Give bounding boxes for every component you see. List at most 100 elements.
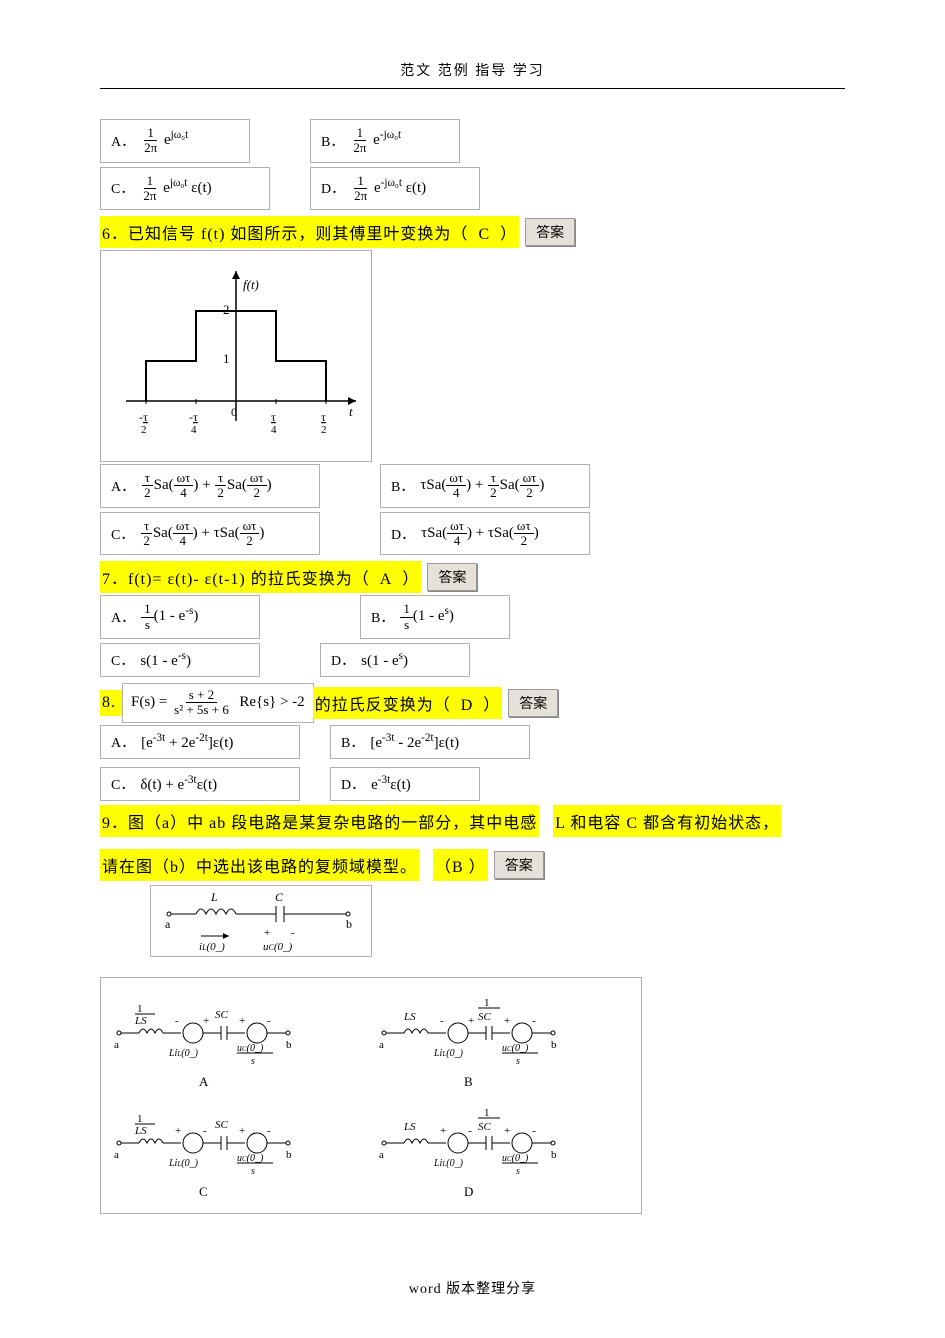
q8-opt-a-label: A． — [111, 732, 135, 752]
svg-text:LS: LS — [403, 1011, 416, 1023]
svg-text:iL(0_): iL(0_) — [199, 941, 225, 953]
svg-text:uC(0_): uC(0_) — [502, 1153, 529, 1164]
q5-opt-b-math: 12π e-jω₀t — [350, 126, 401, 156]
q6-opt-c-label: C． — [111, 524, 134, 544]
svg-text:-: - — [175, 1015, 179, 1027]
q6-text: 6．已知信号 f(t) 如图所示，则其傅里叶变换为（ C ） — [100, 216, 519, 248]
svg-text:uC(0_): uC(0_) — [237, 1153, 264, 1164]
q6-opt-b-label: B． — [391, 476, 414, 496]
svg-text:1: 1 — [137, 1113, 143, 1125]
q7-opt-c-math: s(1 - e-s) — [140, 650, 191, 670]
svg-text:LS: LS — [134, 1125, 147, 1137]
q6-opt-b-math: τSa(ωτ4) + τ2Sa(ωτ2) — [420, 471, 544, 501]
svg-text:LS: LS — [134, 1015, 147, 1027]
svg-text:b: b — [286, 1149, 292, 1161]
q6-options-row2: C． τ2Sa(ωτ4) + τSa(ωτ2) D． τSa(ωτ4) + τS… — [100, 512, 845, 556]
svg-text:t: t — [349, 404, 353, 419]
svg-text:+: + — [440, 1125, 446, 1137]
q9-circuit-a-svg: a b L C iL(0_) + - uC(0_) — [151, 886, 371, 956]
q8-opt-c-math: δ(t) + e-3tε(t) — [140, 774, 217, 794]
svg-text:0: 0 — [231, 405, 237, 419]
q6-options-row1: A． τ2Sa(ωτ4) + τ2Sa(ωτ2) B． τSa(ωτ4) + τ… — [100, 464, 845, 508]
q6-question: 6．已知信号 f(t) 如图所示，则其傅里叶变换为（ C ） 答案 — [100, 216, 845, 248]
svg-text:+: + — [264, 927, 270, 939]
q6-opt-a-math: τ2Sa(ωτ4) + τ2Sa(ωτ2) — [141, 471, 272, 501]
q6-graph-svg: 2 1 f(t) -τ 2 -τ 4 0 τ 4 τ 2 t — [101, 251, 371, 461]
q8-text-a: 的拉氏反变换为（ — [315, 697, 451, 714]
svg-text:a: a — [114, 1149, 119, 1161]
svg-text:s: s — [516, 1056, 520, 1067]
q9-answer-button[interactable]: 答案 — [494, 851, 544, 879]
svg-text:τ: τ — [321, 410, 326, 424]
svg-text:-: - — [291, 927, 295, 939]
q8-answer: D — [461, 697, 474, 714]
q7-opt-a: A． 1s(1 - e-s) — [100, 595, 260, 639]
q8-text-b: ） — [483, 697, 500, 714]
q9-line2-b: （B ） — [435, 859, 486, 876]
q9-line2b: （B ） — [433, 849, 488, 881]
svg-text:2: 2 — [223, 302, 230, 317]
svg-text:L: L — [210, 890, 218, 904]
svg-text:1: 1 — [137, 1003, 143, 1015]
q8-opt-c: C． δ(t) + e-3tε(t) — [100, 767, 300, 801]
q5-opt-a-label: A． — [111, 131, 135, 151]
svg-text:a: a — [379, 1149, 384, 1161]
svg-text:4: 4 — [191, 424, 197, 436]
q5-options-row2: C． 12π ejω₀t ε(t) D． 12π e-jω₀t ε(t) — [100, 167, 845, 211]
svg-text:LiL(0_): LiL(0_) — [433, 1158, 464, 1169]
svg-text:-: - — [267, 1015, 271, 1027]
svg-text:s: s — [516, 1166, 520, 1177]
q6-answer: C — [478, 226, 490, 243]
q8-opt-c-label: C． — [111, 774, 134, 794]
svg-text:-: - — [267, 1125, 271, 1137]
q6-opt-c-math: τ2Sa(ωτ4) + τSa(ωτ2) — [140, 519, 264, 549]
svg-text:SC: SC — [478, 1121, 492, 1133]
svg-text:1: 1 — [484, 997, 490, 1009]
q7-options-row2: C． s(1 - e-s) D． s(1 - es) — [100, 643, 845, 677]
header-rule — [100, 88, 845, 89]
q7-opt-b-label: B． — [371, 607, 394, 627]
page: 范文 范例 指导 学习 A． 12π ejω₀t B． 12π e-jω₀t C… — [0, 0, 945, 1338]
q9-line2: 请在图（b）中选出该电路的复频域模型。 — [100, 849, 419, 881]
page-footer: word 版本整理分享 — [0, 1278, 945, 1298]
q9-line1b: L 和电容 C 都含有初始状态， — [553, 805, 781, 837]
q5-opt-a-math: 12π ejω₀t — [141, 126, 188, 156]
q7-opt-d: D． s(1 - es) — [320, 643, 470, 677]
q9-circuit-options-svg: a b 1 LS -+ SC +- LiL(0_) uC(0_) s A — [101, 978, 641, 1208]
q9-line2-a: 请在图（b）中选出该电路的复频域模型。 — [102, 859, 417, 876]
svg-text:-: - — [203, 1125, 207, 1137]
q7-answer-button[interactable]: 答案 — [427, 563, 477, 591]
q8-text: 的拉氏反变换为（ D ） — [313, 687, 503, 719]
q5-opt-d-label: D． — [321, 178, 345, 198]
q5-opt-a: A． 12π ejω₀t — [100, 119, 250, 163]
q8-opt-d: D． e-3tε(t) — [330, 767, 480, 801]
q7-opt-a-label: A． — [111, 607, 135, 627]
q8-question: 8. F(s) = s + 2s² + 5s + 6 Re{s} > -2 的拉… — [100, 683, 845, 723]
svg-text:uC(0_): uC(0_) — [502, 1043, 529, 1054]
q8-opt-b-label: B． — [341, 732, 364, 752]
q9-line1-a: 9．图（a）中 ab 段电路是某复杂电路的一部分，其中电感 — [102, 815, 537, 832]
q6-opt-b: B． τSa(ωτ4) + τ2Sa(ωτ2) — [380, 464, 590, 508]
svg-text:s: s — [251, 1166, 255, 1177]
svg-text:+: + — [504, 1015, 510, 1027]
q8-options-row2: C． δ(t) + e-3tε(t) D． e-3tε(t) — [100, 767, 845, 801]
q7-text-a: 7．f(t)= ε(t)- ε(t-1) 的拉氏变换为（ — [102, 571, 370, 588]
q9-circuit-options: a b 1 LS -+ SC +- LiL(0_) uC(0_) s A — [100, 977, 642, 1214]
q7-opt-a-math: 1s(1 - e-s) — [141, 602, 198, 632]
svg-text:+: + — [468, 1015, 474, 1027]
svg-text:a: a — [379, 1039, 384, 1051]
svg-text:-: - — [532, 1125, 536, 1137]
q6-opt-a-label: A． — [111, 476, 135, 496]
svg-text:+: + — [203, 1015, 209, 1027]
q5-opt-d-math: 12π e-jω₀t ε(t) — [351, 174, 426, 204]
q7-opt-b: B． 1s(1 - es) — [360, 595, 510, 639]
q6-answer-button[interactable]: 答案 — [525, 218, 575, 246]
svg-text:+: + — [239, 1015, 245, 1027]
svg-text:1: 1 — [223, 351, 230, 366]
q9-question-l2: 请在图（b）中选出该电路的复频域模型。 （B ） 答案 — [100, 849, 845, 881]
svg-text:b: b — [346, 917, 352, 931]
q9-circuit-a: a b L C iL(0_) + - uC(0_) — [150, 885, 372, 957]
q8-answer-button[interactable]: 答案 — [508, 689, 558, 717]
q8-options-row1: A． [e-3t + 2e-2t]ε(t) B． [e-3t - 2e-2t]ε… — [100, 725, 845, 759]
q9-question-l1: 9．图（a）中 ab 段电路是某复杂电路的一部分，其中电感 L 和电容 C 都含… — [100, 805, 845, 837]
